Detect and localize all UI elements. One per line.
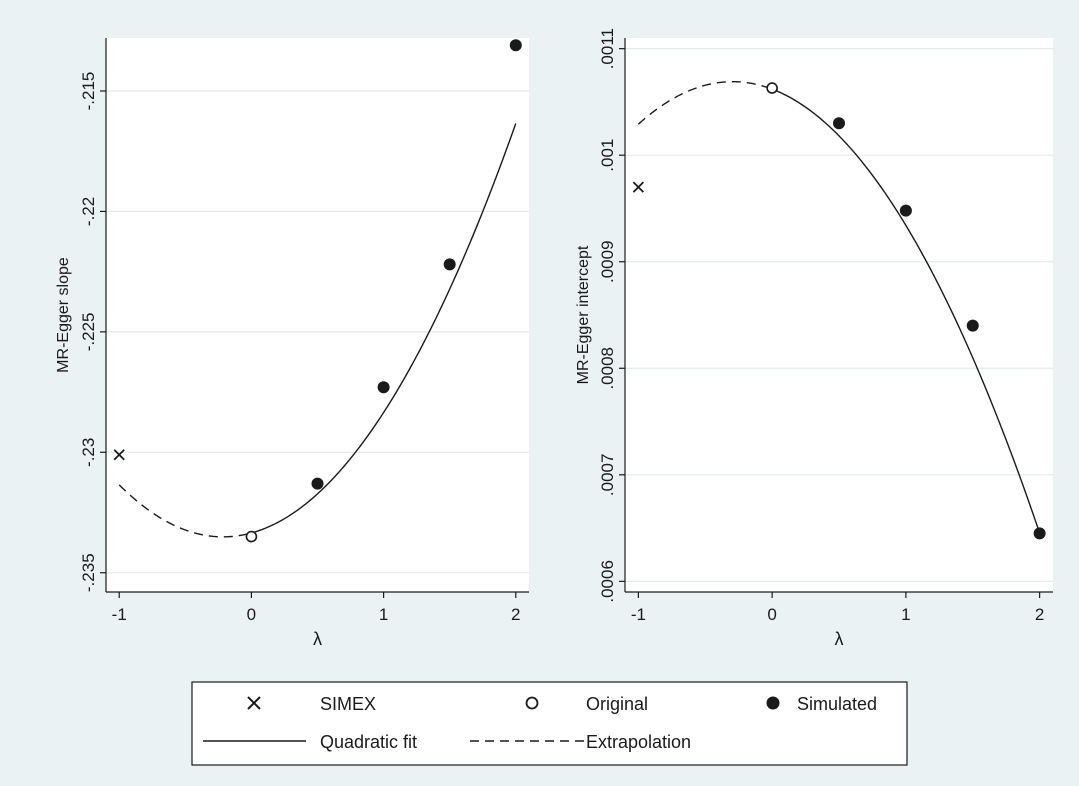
simulated-point — [900, 205, 912, 217]
y-tick-label: .0007 — [598, 454, 617, 497]
simulated-point — [1034, 527, 1046, 539]
y-tick-label: -.225 — [79, 312, 98, 351]
simulated-point — [312, 478, 324, 490]
original-point — [246, 532, 256, 542]
x-axis-label: λ — [313, 629, 322, 649]
simulated-point — [378, 381, 390, 393]
y-tick-label: -.235 — [79, 553, 98, 592]
original-point — [767, 83, 777, 93]
y-tick-label: .0011 — [598, 28, 617, 69]
x-tick-label: 2 — [1035, 605, 1044, 624]
legend-label-original: Original — [586, 694, 648, 714]
y-tick-label: .001 — [598, 139, 617, 172]
y-tick-label: .0006 — [598, 560, 617, 603]
y-tick-label: -.215 — [79, 72, 98, 111]
slope-panel: -.235 -.23 -.225 -.22 -.215 -1 0 1 2 λ MR-Egger sl… — [55, 38, 529, 649]
simulated-point — [967, 320, 979, 332]
x-tick-label: 1 — [379, 605, 388, 624]
x-tick-label: 0 — [247, 605, 256, 624]
y-axis-label: MR-Egger intercept — [575, 245, 592, 384]
legend-label-quadratic-fit: Quadratic fit — [320, 732, 417, 752]
x-axis-label: λ — [835, 629, 844, 649]
plot-area — [106, 38, 529, 592]
x-tick-label: -1 — [631, 605, 646, 624]
intercept-panel: .0006 .0007 .0008 .0009 .001 .0011 -1 0 1 2 λ MR-Eg… — [575, 28, 1053, 649]
y-tick-label: .0008 — [598, 347, 617, 390]
simulated-point — [444, 258, 456, 270]
y-axis-label: MR-Egger slope — [55, 257, 72, 373]
simulated-point — [510, 39, 522, 51]
hollow-circle-marker-icon — [527, 698, 538, 709]
y-tick-label: .0009 — [598, 240, 617, 283]
legend: SIMEX Original Simulated Quadratic fit E… — [192, 682, 907, 765]
legend-label-extrapolation: Extrapolation — [586, 732, 691, 752]
y-tick-label: -.23 — [79, 438, 98, 467]
legend-label-simulated: Simulated — [797, 694, 877, 714]
x-tick-label: 0 — [767, 605, 776, 624]
x-tick-label: 2 — [511, 605, 520, 624]
legend-label-simex: SIMEX — [320, 694, 376, 714]
filled-circle-marker-icon — [767, 697, 780, 710]
simulated-point — [833, 117, 845, 129]
y-tick-label: -.22 — [79, 197, 98, 226]
x-tick-label: -1 — [112, 605, 127, 624]
x-tick-label: 1 — [901, 605, 910, 624]
